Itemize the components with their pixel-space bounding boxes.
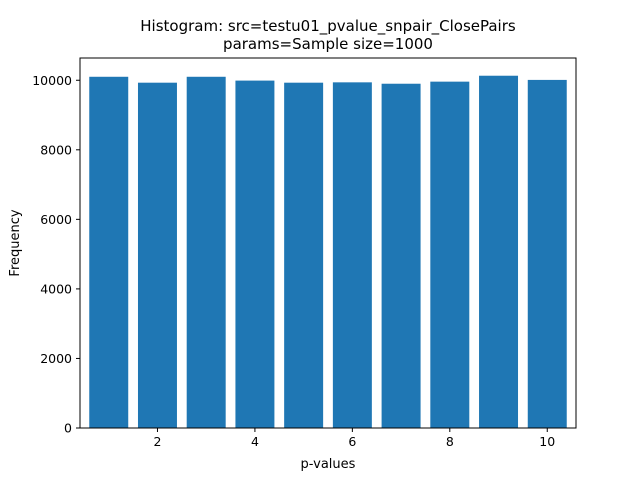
x-tick-label: 2 [153, 434, 161, 449]
bar-7 [381, 83, 421, 428]
y-axis-label: Frequency [8, 209, 23, 276]
bar-9 [479, 75, 519, 428]
y-tick-label: 6000 [40, 212, 72, 227]
x-tick-label: 6 [348, 434, 356, 449]
x-axis-label: p-values [301, 457, 356, 472]
bar-series [89, 75, 567, 429]
y-axis-ticks: 0 2000 4000 6000 8000 10000 [32, 73, 80, 436]
y-tick-label: 4000 [40, 281, 72, 296]
bar-8 [430, 81, 470, 429]
chart-title: Histogram: src=testu01_pvalue_snpair_Clo… [140, 17, 516, 36]
y-tick-label: 2000 [40, 351, 72, 366]
bar-5 [284, 82, 324, 428]
chart-subtitle: params=Sample size=1000 [223, 35, 433, 53]
bar-4 [235, 80, 275, 428]
x-tick-label: 10 [539, 434, 555, 449]
bar-2 [137, 82, 177, 428]
x-axis-ticks: 2 4 6 8 10 [153, 428, 555, 449]
y-tick-label: 0 [64, 421, 72, 436]
bar-10 [527, 79, 567, 428]
y-tick-label: 10000 [32, 73, 72, 88]
bar-1 [89, 76, 129, 428]
bar-3 [186, 76, 226, 428]
x-tick-label: 4 [251, 434, 259, 449]
plot-area-frame [79, 57, 577, 429]
bar-6 [332, 82, 372, 428]
x-tick-label: 8 [446, 434, 454, 449]
y-tick-label: 8000 [40, 142, 72, 157]
